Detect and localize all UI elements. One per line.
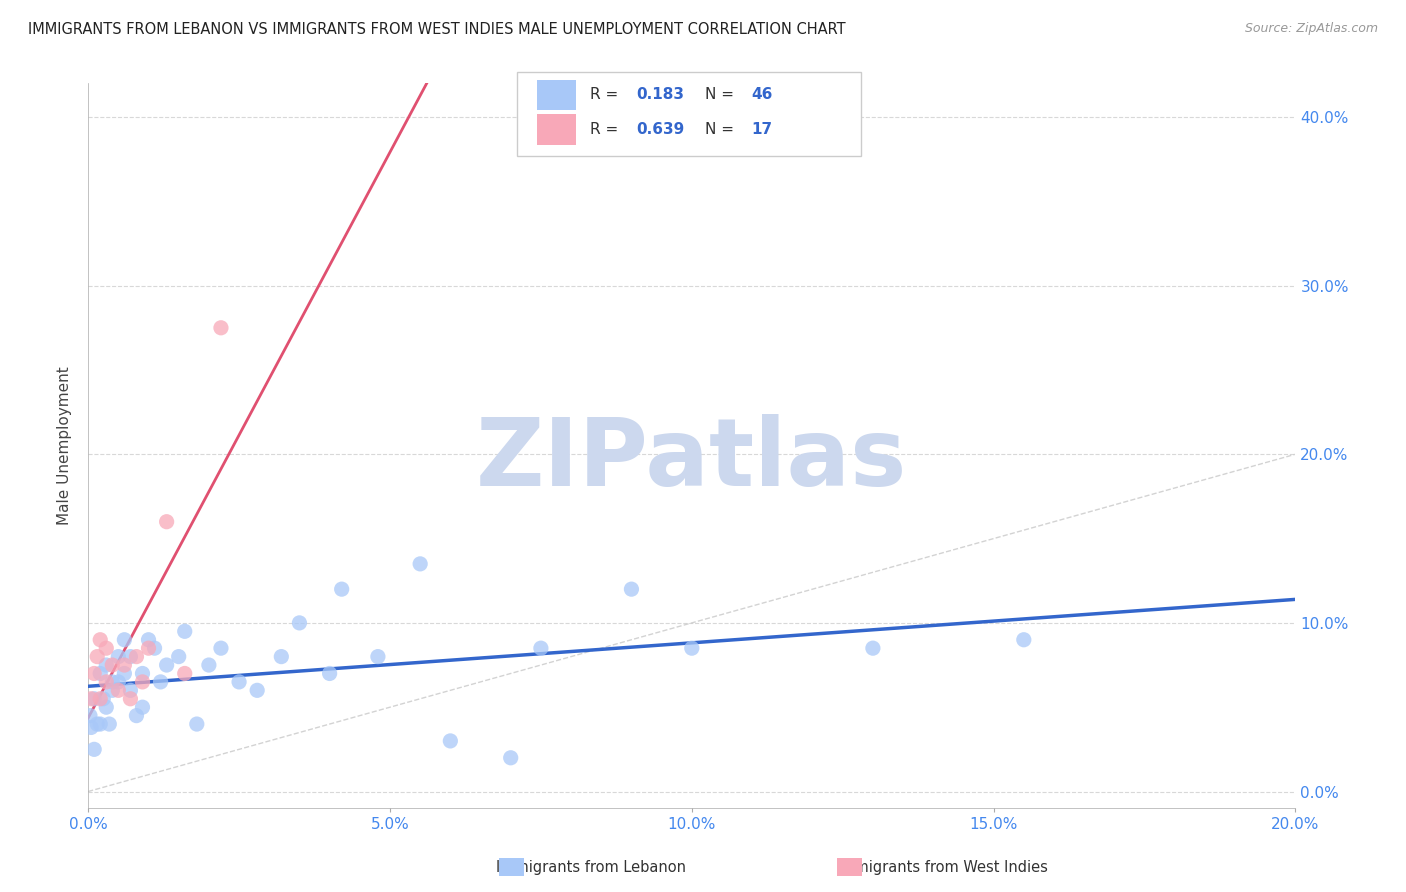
Point: [131, 700, 153, 714]
Point: [530, 641, 553, 656]
Point: [96, 674, 118, 689]
Point: [79, 708, 101, 723]
Point: [499, 751, 522, 765]
Text: R =: R =: [591, 87, 623, 103]
Text: N =: N =: [704, 87, 740, 103]
Point: [107, 683, 129, 698]
Point: [112, 632, 135, 647]
Point: [89, 632, 111, 647]
Point: [409, 557, 432, 571]
Point: [112, 666, 135, 681]
Point: [96, 658, 118, 673]
Point: [89, 691, 111, 706]
Text: IMMIGRANTS FROM LEBANON VS IMMIGRANTS FROM WEST INDIES MALE UNEMPLOYMENT CORRELA: IMMIGRANTS FROM LEBANON VS IMMIGRANTS FR…: [28, 22, 846, 37]
Point: [138, 632, 160, 647]
Point: [83, 666, 105, 681]
Point: [186, 717, 208, 731]
Point: [330, 582, 353, 596]
Bar: [537, 114, 576, 145]
Point: [156, 658, 179, 673]
Point: [138, 641, 160, 656]
Text: 0.639: 0.639: [637, 122, 685, 137]
Point: [681, 641, 703, 656]
Text: R =: R =: [591, 122, 623, 137]
Text: Immigrants from West Indies: Immigrants from West Indies: [837, 860, 1047, 874]
Point: [318, 666, 340, 681]
Point: [112, 658, 135, 673]
Point: [83, 742, 105, 756]
Point: [98, 717, 121, 731]
Point: [367, 649, 389, 664]
Point: [125, 708, 148, 723]
Point: [270, 649, 292, 664]
Point: [862, 641, 884, 656]
Point: [246, 683, 269, 698]
Point: [89, 666, 111, 681]
Text: Source: ZipAtlas.com: Source: ZipAtlas.com: [1244, 22, 1378, 36]
Point: [120, 691, 142, 706]
Text: 46: 46: [751, 87, 772, 103]
Point: [91, 691, 114, 706]
Point: [83, 691, 105, 706]
Text: 0.183: 0.183: [637, 87, 685, 103]
Point: [131, 666, 153, 681]
Point: [439, 734, 461, 748]
Point: [173, 666, 195, 681]
Point: [96, 641, 118, 656]
Point: [101, 674, 124, 689]
Text: Immigrants from Lebanon: Immigrants from Lebanon: [495, 860, 686, 874]
Point: [101, 683, 124, 698]
Text: 17: 17: [751, 122, 772, 137]
Point: [107, 674, 129, 689]
Point: [86, 649, 108, 664]
Point: [131, 674, 153, 689]
Y-axis label: Male Unemployment: Male Unemployment: [58, 367, 72, 525]
Text: N =: N =: [704, 122, 740, 137]
Point: [125, 649, 148, 664]
Point: [167, 649, 190, 664]
Point: [120, 683, 142, 698]
Point: [156, 515, 179, 529]
Point: [120, 649, 142, 664]
Point: [107, 649, 129, 664]
Point: [209, 641, 232, 656]
FancyBboxPatch shape: [517, 72, 860, 156]
Point: [96, 700, 118, 714]
Point: [173, 624, 195, 639]
Point: [288, 615, 311, 630]
Point: [101, 658, 124, 673]
Point: [198, 658, 221, 673]
Point: [80, 691, 103, 706]
Point: [80, 721, 103, 735]
Point: [89, 717, 111, 731]
Bar: [537, 79, 576, 110]
Text: ZIPatlas: ZIPatlas: [477, 414, 907, 507]
Point: [620, 582, 643, 596]
Point: [209, 320, 232, 334]
Point: [1012, 632, 1035, 647]
Point: [228, 674, 250, 689]
Point: [86, 717, 108, 731]
Point: [149, 674, 172, 689]
Point: [143, 641, 166, 656]
